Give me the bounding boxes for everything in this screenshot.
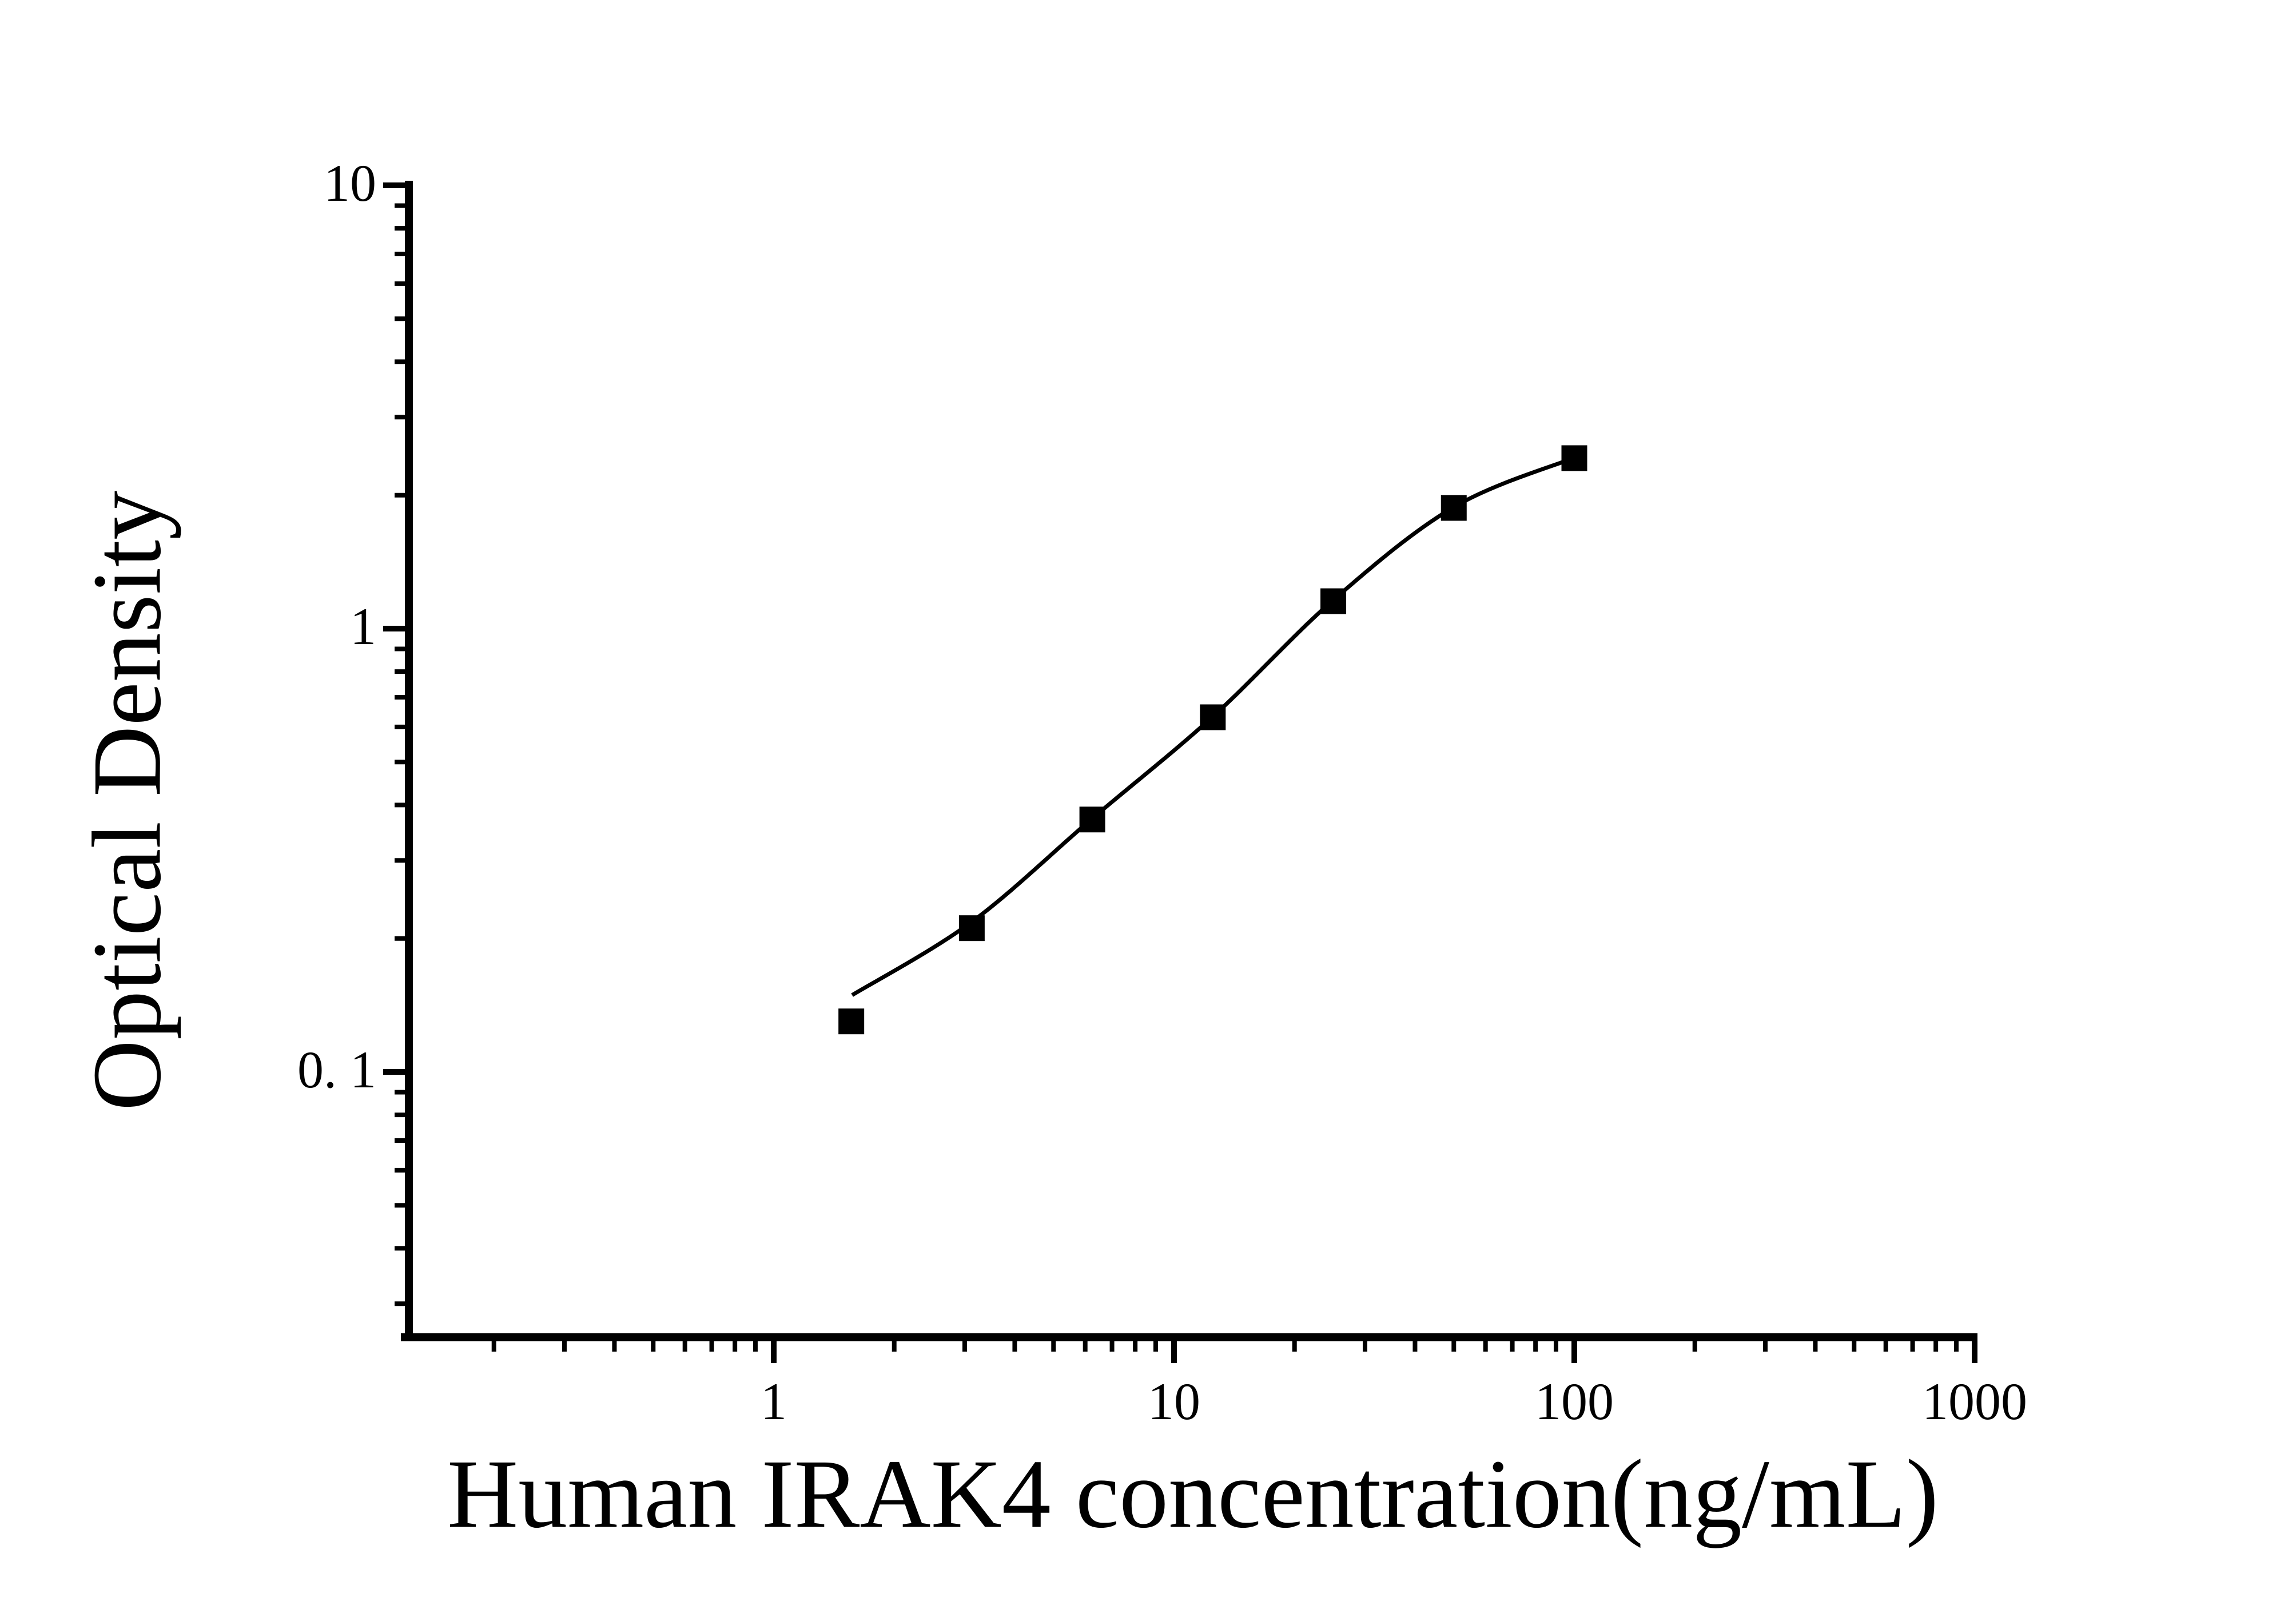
x-axis-title: Human IRAK4 concentration(ng/mL) [447, 1440, 1939, 1548]
data-point-marker [1561, 445, 1587, 471]
y-tick-label: 1 [350, 597, 376, 655]
data-point-marker [1079, 807, 1105, 833]
y-axis-ticks [383, 182, 409, 1306]
x-tick-label: 1 [761, 1372, 787, 1431]
y-axis-tick-labels: 10 1 0. 1 [297, 154, 376, 1099]
y-tick-label: 0. 1 [297, 1040, 376, 1099]
x-tick-label: 1000 [1922, 1372, 2027, 1431]
x-tick-label: 100 [1535, 1372, 1614, 1431]
x-tick-label: 10 [1148, 1372, 1200, 1431]
x-axis-ticks [491, 1337, 1977, 1363]
data-point-marker [1320, 588, 1347, 614]
data-point-marker [1441, 495, 1467, 521]
data-point-marker [838, 1008, 865, 1035]
data-point-marker [1200, 704, 1226, 730]
x-axis-tick-labels: 1 10 100 1000 [761, 1372, 2027, 1431]
data-point-markers [838, 445, 1587, 1035]
y-tick-label: 10 [324, 154, 376, 212]
y-axis-title: Optical Density [73, 491, 181, 1111]
data-point-marker [958, 915, 985, 941]
